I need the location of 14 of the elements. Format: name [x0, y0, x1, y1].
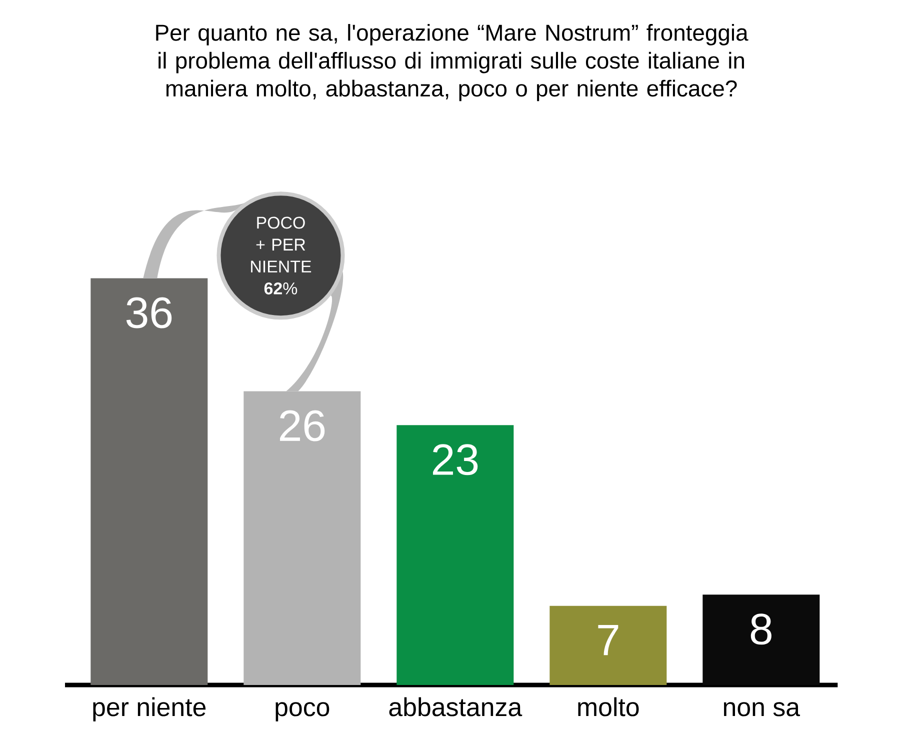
data-label: 36	[126, 297, 172, 328]
x-tick-label: poco	[276, 702, 330, 722]
data-label: 8	[750, 614, 772, 645]
chart-title: Per quanto ne sa, l'operazione “Mare Nostrum” fronteggia il problema dell'afflusso di immigrati sulle coste italiane in maniera molto, abbastanza, poco o per niente efficace?	[156, 24, 748, 102]
x-tick-label: per niente	[93, 697, 206, 722]
data-label: 26	[280, 410, 325, 442]
annotation: POCO + PER NIENTE 62%	[251, 216, 312, 294]
bar	[550, 606, 667, 685]
data-label: 23	[432, 444, 478, 476]
x-tick-label: molto	[578, 697, 639, 716]
bar	[396, 425, 514, 685]
x-tick-label: non sa	[724, 702, 800, 716]
data-label: 7	[598, 624, 618, 656]
x-tick-label: abbastanza	[389, 697, 522, 716]
